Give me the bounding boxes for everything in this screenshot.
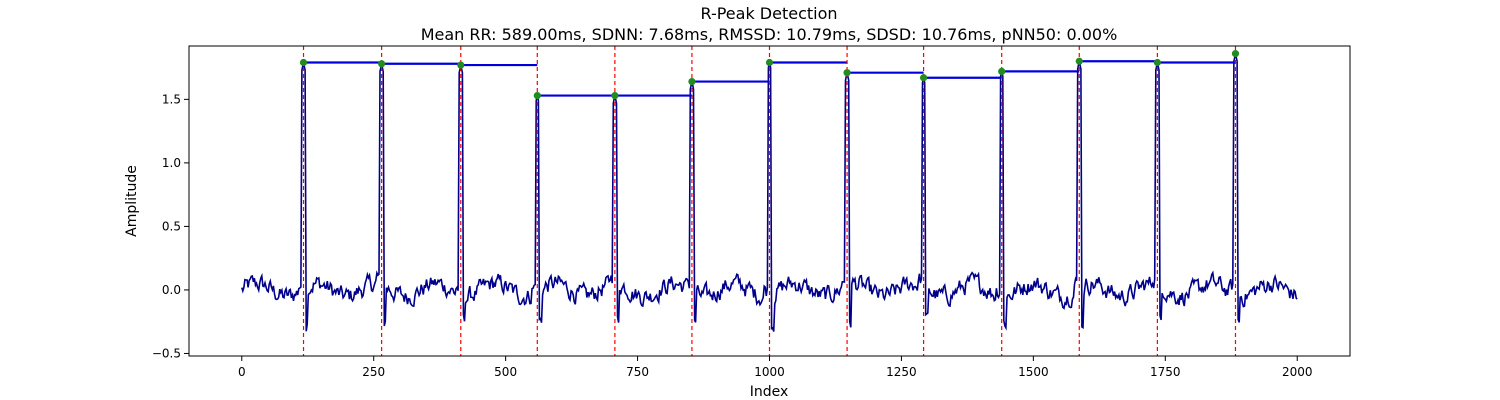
- r-peak-point-7: [843, 69, 851, 77]
- y-tick-label-3: 1.0: [162, 156, 181, 170]
- r-peak-point-12: [1231, 50, 1240, 58]
- y-axis-label: Amplitude: [124, 165, 140, 237]
- r-peak-point-4: [611, 91, 619, 100]
- x-tick-label-3: 750: [626, 365, 649, 379]
- x-tick-label-2: 500: [494, 365, 517, 379]
- r-peak-point-1: [378, 60, 386, 68]
- r-peak-point-11: [1153, 58, 1161, 67]
- x-tick-label-8: 2000: [1282, 365, 1313, 379]
- r-peak-point-0: [299, 58, 308, 67]
- r-peak-point-10: [1075, 57, 1083, 65]
- y-tick-label-2: 0.5: [162, 219, 181, 233]
- x-tick-label-7: 1750: [1150, 365, 1181, 379]
- r-peak-point-3: [533, 91, 541, 100]
- x-tick-label-5: 1250: [886, 365, 917, 379]
- r-peak-point-8: [919, 74, 928, 82]
- x-axis: 0 250 500 750 1000 1250 1500 1750 2000: [238, 356, 1313, 379]
- x-tick-label-6: 1500: [1018, 365, 1049, 379]
- y-tick-label-4: 1.5: [162, 92, 181, 106]
- x-tick-label-4: 1000: [754, 365, 785, 379]
- y-tick-label-0: −0.5: [152, 346, 181, 360]
- r-peak-point-6: [765, 58, 774, 67]
- r-peak-point-9: [998, 67, 1006, 76]
- chart-title: R-Peak Detection: [700, 4, 837, 23]
- plot-area: [241, 46, 1298, 356]
- y-axis: −0.5 0.0 0.5 1.0 1.5: [152, 92, 189, 360]
- chart-subtitle: Mean RR: 589.00ms, SDNN: 7.68ms, RMSSD: …: [421, 25, 1118, 44]
- y-tick-label-1: 0.0: [162, 283, 181, 297]
- x-tick-label-0: 0: [238, 365, 246, 379]
- x-tick-label-1: 250: [362, 365, 385, 379]
- r-peak-point-2: [457, 61, 465, 69]
- r-peak-point-5: [688, 77, 696, 86]
- x-axis-label: Index: [750, 384, 789, 400]
